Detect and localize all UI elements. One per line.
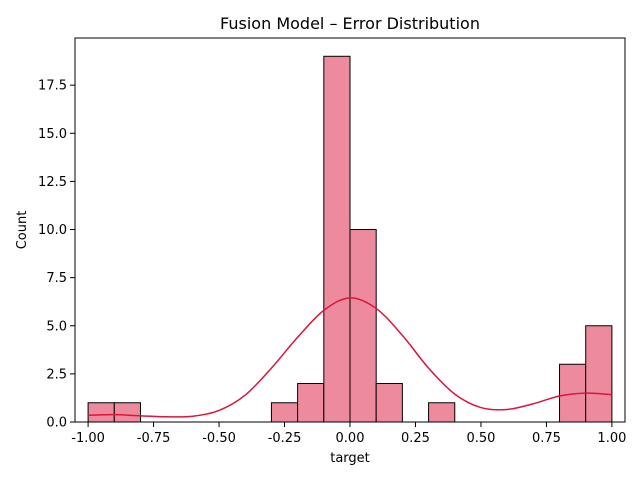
x-tick-label: 1.00 [597, 431, 626, 446]
histogram-bar [428, 402, 456, 423]
histogram-bar [113, 402, 141, 423]
histogram-bar [87, 402, 115, 423]
histogram-bar [270, 402, 299, 423]
histogram-bar [323, 55, 351, 423]
histogram-bar [349, 229, 377, 423]
kde-curve [88, 297, 612, 418]
y-tick-label: 7.5 [46, 271, 67, 286]
y-tick-label: 5.0 [46, 319, 67, 334]
x-tick-label: -0.25 [268, 431, 302, 446]
y-tick-label: 10.0 [38, 223, 67, 238]
histogram-bar [375, 383, 403, 423]
y-tick-label: 0.0 [46, 416, 67, 431]
x-tick-label: 0.25 [401, 431, 430, 446]
y-axis-ticks: 0.0 2.5 5.0 7.5 10.0 12.5 15.0 17.5 [38, 79, 75, 431]
x-tick-label: 0.00 [336, 431, 365, 446]
y-tick-label: 15.0 [38, 127, 67, 142]
y-tick-label: 17.5 [38, 79, 67, 94]
x-tick-label: 0.50 [466, 431, 495, 446]
histogram-bar [585, 325, 613, 423]
y-tick-label: 2.5 [46, 367, 67, 382]
x-axis-ticks: -1.00 -0.75 -0.50 -0.25 0.00 0.25 0.50 0.75 1.00 [71, 422, 626, 446]
chart-title: Fusion Model – Error Distribution [220, 14, 480, 33]
histogram-bar [297, 383, 325, 423]
histogram-bars [87, 55, 613, 423]
x-tick-label: -0.75 [137, 431, 171, 446]
x-tick-label: -0.50 [202, 431, 236, 446]
x-tick-label: 0.75 [532, 431, 561, 446]
y-tick-label: 12.5 [38, 175, 67, 190]
y-axis-label: Count [15, 211, 30, 250]
x-axis-label: target [330, 451, 370, 466]
x-tick-label: -1.00 [71, 431, 105, 446]
